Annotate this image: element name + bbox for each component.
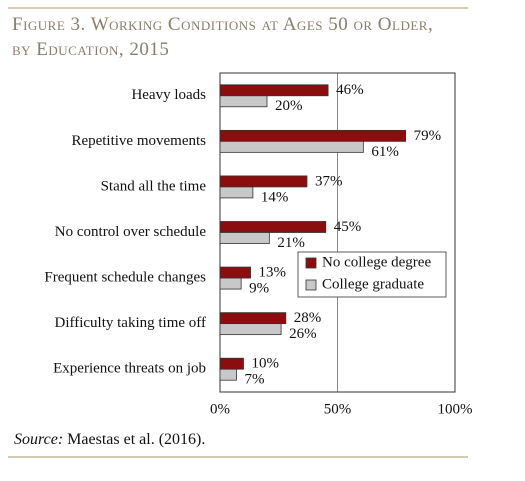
y-tick-label: Frequent schedule changes <box>44 270 206 286</box>
x-tick-label: 50% <box>324 401 352 417</box>
data-label: 21% <box>277 235 305 251</box>
bar <box>219 277 242 290</box>
data-label: 26% <box>289 326 317 342</box>
data-label: 61% <box>371 144 399 160</box>
data-label: 14% <box>261 189 289 205</box>
y-tick-label: Repetitive movements <box>71 133 206 149</box>
data-label: 7% <box>244 372 264 388</box>
legend-label: No college degree <box>322 254 431 270</box>
y-tick-label: Difficulty taking time off <box>54 315 206 331</box>
data-label: 9% <box>249 281 269 297</box>
bar <box>219 368 237 381</box>
legend-label: College graduate <box>322 276 424 292</box>
bar <box>219 266 251 279</box>
chart-title: Figure 3. Working Conditions at Ages 50 … <box>12 14 434 60</box>
legend-swatch <box>305 279 317 291</box>
bar <box>219 175 308 188</box>
y-tick-label: No control over schedule <box>55 224 207 240</box>
data-label: 46% <box>336 82 364 98</box>
bar <box>219 129 407 142</box>
bar <box>219 140 364 153</box>
bar <box>219 323 282 336</box>
source-text: Maestas et al. (2016). <box>67 431 206 448</box>
data-label: 45% <box>334 219 362 235</box>
data-label: 28% <box>294 310 322 326</box>
y-tick-label: Experience threats on job <box>53 361 206 377</box>
data-label: 10% <box>252 356 280 372</box>
bar <box>219 95 268 108</box>
source: Source: Maestas et al. (2016). <box>14 431 205 449</box>
bar <box>219 84 329 97</box>
legend-box <box>297 251 447 298</box>
bar <box>219 186 254 199</box>
data-label: 37% <box>315 173 343 189</box>
y-tick-label: Heavy loads <box>131 87 206 103</box>
legend-swatch <box>305 257 317 269</box>
bar <box>219 221 327 233</box>
data-label: 13% <box>259 265 287 281</box>
bar <box>219 357 244 370</box>
data-label: 20% <box>275 98 303 114</box>
data-label: 79% <box>414 128 442 144</box>
x-tick-label: 100% <box>438 401 473 417</box>
y-tick-label: Stand all the time <box>101 178 207 194</box>
bar <box>219 312 287 325</box>
x-tick-label: 0% <box>210 401 230 417</box>
bar <box>219 232 270 244</box>
source-label: Source: <box>14 431 64 448</box>
